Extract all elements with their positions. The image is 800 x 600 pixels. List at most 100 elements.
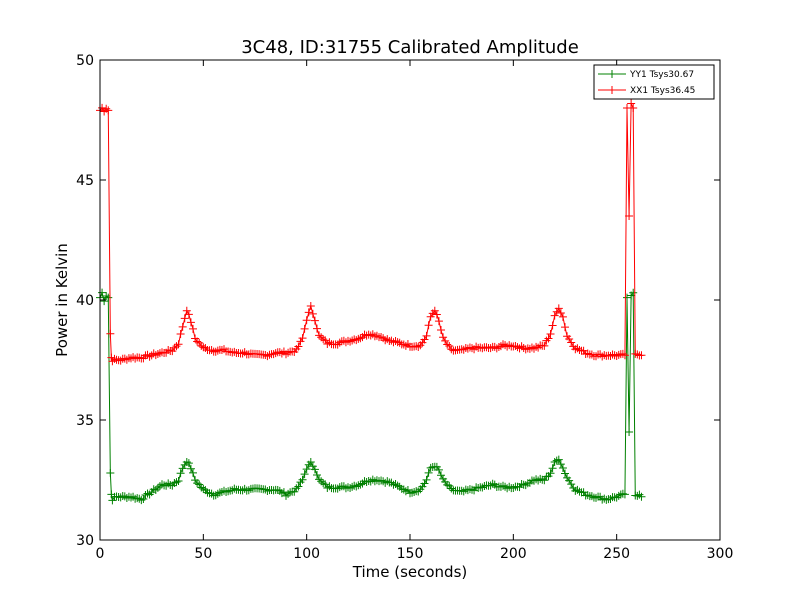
data-point xyxy=(174,477,183,485)
legend-marker-yy1 xyxy=(608,70,616,78)
data-point xyxy=(439,333,448,342)
x-tick-label: 250 xyxy=(603,546,630,562)
legend-label-xx1: XX1 Tsys36.45 xyxy=(630,86,695,96)
data-point xyxy=(182,306,191,315)
data-point xyxy=(315,331,324,340)
data-point xyxy=(306,458,315,467)
data-point xyxy=(618,489,627,498)
data-point xyxy=(211,491,220,500)
data-point xyxy=(414,342,423,351)
data-point xyxy=(335,483,344,492)
data-point xyxy=(544,334,553,343)
data-point xyxy=(102,291,111,300)
data-point xyxy=(472,342,481,351)
data-point xyxy=(424,468,433,477)
data-point xyxy=(176,330,185,339)
data-point xyxy=(546,330,555,339)
data-point xyxy=(308,309,317,318)
data-point xyxy=(116,493,125,502)
y-tick-label: 45 xyxy=(76,173,94,189)
data-point xyxy=(352,336,361,345)
data-point xyxy=(422,475,431,484)
x-tick-label: 200 xyxy=(500,546,527,562)
x-tick-label: 100 xyxy=(293,546,320,562)
data-point xyxy=(573,344,582,353)
data-point xyxy=(424,321,433,330)
data-point xyxy=(151,351,160,360)
data-point xyxy=(465,485,474,494)
data-point xyxy=(548,464,557,473)
data-point xyxy=(193,337,202,346)
data-point xyxy=(290,487,299,496)
data-point xyxy=(432,310,441,319)
data-point xyxy=(445,342,454,351)
y-tick-label: 30 xyxy=(76,533,94,549)
data-point xyxy=(189,324,197,333)
data-point xyxy=(230,347,239,356)
data-point xyxy=(153,483,162,492)
legend-box xyxy=(593,64,715,100)
data-point xyxy=(213,346,222,355)
data-point xyxy=(176,469,185,478)
data-point xyxy=(170,343,179,352)
data-point xyxy=(189,468,197,477)
data-point xyxy=(282,491,290,500)
data-point xyxy=(313,471,321,479)
data-point xyxy=(395,338,404,347)
data-point xyxy=(542,336,551,345)
data-point xyxy=(554,304,563,313)
data-point xyxy=(201,344,210,353)
data-point xyxy=(211,347,220,356)
data-point xyxy=(139,495,148,504)
data-point xyxy=(443,340,452,349)
data-point xyxy=(106,329,115,338)
data-point xyxy=(284,489,293,498)
data-point xyxy=(261,485,270,494)
data-point xyxy=(288,347,297,356)
data-point xyxy=(346,484,355,493)
data-point xyxy=(614,491,623,500)
data-point xyxy=(145,352,154,361)
axes-layer: 0 50 100 150 200 250 300 30 35 40 45 50 xyxy=(76,53,733,562)
data-point xyxy=(294,482,303,491)
data-point xyxy=(273,486,282,495)
data-point xyxy=(143,350,152,359)
data-point xyxy=(459,345,468,354)
data-point xyxy=(166,480,175,489)
legend-entry-xx1: XX1 Tsys36.45 xyxy=(598,86,695,96)
data-point xyxy=(629,104,638,112)
data-point xyxy=(561,323,569,332)
data-point xyxy=(282,350,290,359)
data-point xyxy=(552,307,561,316)
data-point xyxy=(135,353,144,362)
y-axis-label: Power in Kelvin xyxy=(53,243,71,357)
data-point xyxy=(377,333,386,342)
data-point xyxy=(346,337,355,346)
data-point xyxy=(575,346,584,355)
data-point xyxy=(633,491,642,500)
data-point xyxy=(333,484,342,493)
data-point xyxy=(172,478,181,487)
data-point xyxy=(488,479,497,488)
data-point xyxy=(550,458,559,467)
data-point xyxy=(457,486,466,495)
data-point xyxy=(153,349,162,358)
data-point xyxy=(207,346,216,355)
data-point xyxy=(104,293,113,302)
data-point xyxy=(515,483,524,492)
data-point xyxy=(620,490,629,499)
data-point xyxy=(600,351,609,360)
data-point xyxy=(352,482,361,491)
data-point xyxy=(499,340,507,349)
data-point xyxy=(116,356,125,365)
data-point xyxy=(517,479,526,488)
legend-label-yy1: YY1 Tsys30.67 xyxy=(629,70,694,80)
data-point xyxy=(298,475,307,484)
data-point xyxy=(203,488,212,497)
data-point xyxy=(178,322,187,331)
data-point xyxy=(530,344,538,353)
data-point xyxy=(170,479,179,488)
data-point xyxy=(457,345,466,354)
data-point xyxy=(441,336,450,345)
data-point xyxy=(310,316,319,325)
